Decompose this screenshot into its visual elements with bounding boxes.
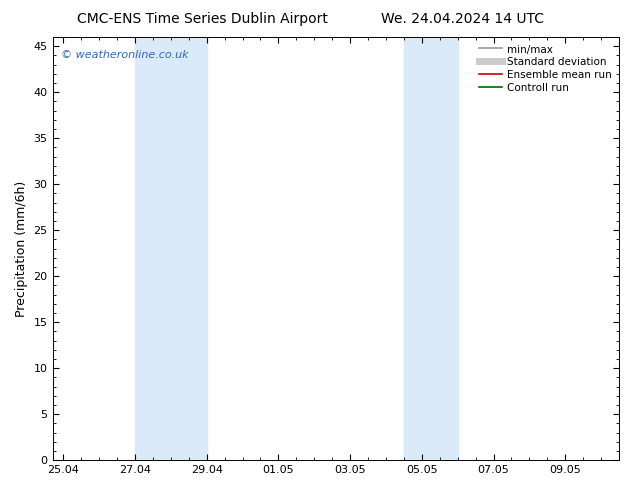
Legend: min/max, Standard deviation, Ensemble mean run, Controll run: min/max, Standard deviation, Ensemble me… [477, 42, 614, 95]
Y-axis label: Precipitation (mm/6h): Precipitation (mm/6h) [15, 180, 28, 317]
Text: We. 24.04.2024 14 UTC: We. 24.04.2024 14 UTC [381, 12, 545, 26]
Text: © weatheronline.co.uk: © weatheronline.co.uk [61, 50, 189, 60]
Bar [404, 37, 458, 460]
Text: CMC-ENS Time Series Dublin Airport: CMC-ENS Time Series Dublin Airport [77, 12, 328, 26]
Bar [135, 37, 207, 460]
